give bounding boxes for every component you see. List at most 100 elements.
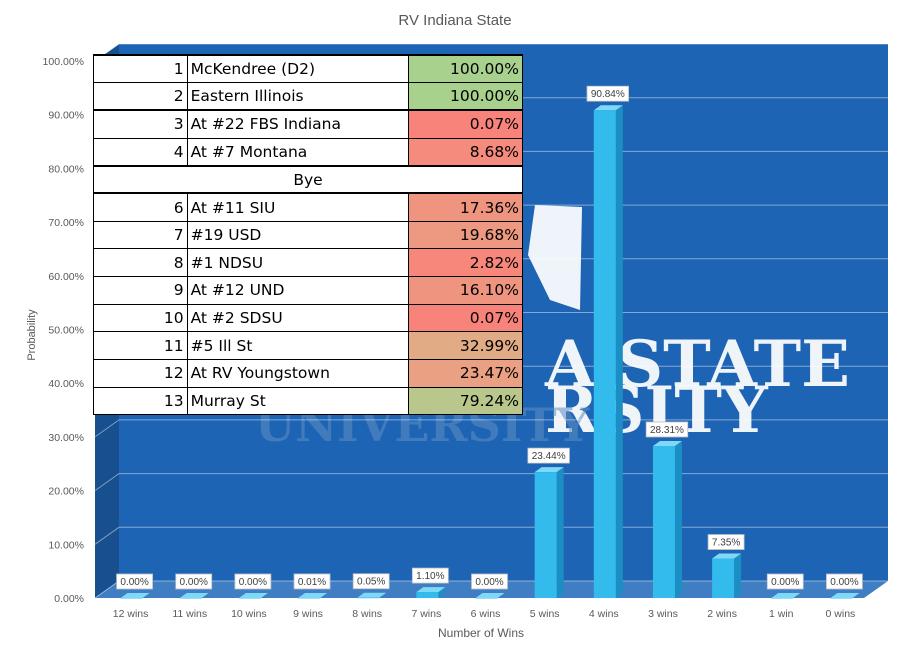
chart-title: RV Indiana State [398, 12, 511, 29]
x-tick-label: 12 wins [113, 608, 149, 620]
week-number: 3 [93, 109, 188, 139]
schedule-row: 8 #1 NDSU 2.82% [93, 248, 523, 277]
bar-side [379, 592, 387, 598]
schedule-row: 10 At #2 SDSU 0.07% [93, 303, 523, 333]
y-tick-label: 60.00% [48, 271, 84, 283]
data-label: 0.00% [830, 577, 858, 588]
week-number: 7 [93, 220, 188, 250]
bar-top [238, 593, 268, 598]
opponent-name: At RV Youngstown [186, 359, 410, 388]
schedule-row: 12 At RV Youngstown 23.47% [93, 359, 523, 388]
y-tick-label: 100.00% [43, 56, 84, 68]
bye-label: Bye [93, 164, 523, 195]
win-probability: 100.00% [408, 82, 523, 112]
data-label-box [586, 85, 630, 102]
bar-side [556, 467, 564, 598]
schedule-row: 9 At #12 UND 16.10% [93, 276, 523, 305]
opponent-name: At #7 Montana [186, 137, 410, 167]
bar [416, 592, 439, 598]
schedule-row: 6 At #11 SIU 17.36% [93, 192, 523, 222]
bar [238, 598, 261, 599]
y-tick-label: 0.00% [54, 593, 84, 605]
y-tick-label: 40.00% [48, 378, 84, 390]
data-label: 28.31% [650, 425, 684, 436]
opponent-name: Eastern Illinois [186, 82, 410, 112]
opponent-name: #19 USD [186, 220, 410, 250]
data-label-box [411, 567, 449, 584]
week-number: 2 [93, 82, 188, 112]
bar-top [652, 440, 682, 446]
schedule-bye-row: Bye [93, 164, 523, 195]
week-number: 12 [93, 359, 188, 388]
win-probability: 8.68% [408, 137, 523, 167]
y-tick-label: 80.00% [48, 163, 84, 175]
bar [593, 110, 616, 598]
week-number: 1 [93, 54, 188, 84]
bar [357, 597, 380, 599]
opponent-name: #1 NDSU [186, 248, 410, 277]
bar [652, 445, 675, 598]
win-probability: 0.07% [408, 109, 523, 139]
week-number: 13 [93, 386, 188, 416]
gridline [94, 526, 888, 545]
bar [830, 598, 853, 599]
data-label: 0.00% [239, 577, 267, 588]
data-label-box [116, 573, 153, 590]
bar [475, 598, 498, 599]
bar-top [534, 467, 564, 473]
data-label: 0.00% [475, 577, 503, 588]
data-label-box [234, 573, 272, 590]
win-probability: 16.10% [408, 276, 523, 305]
data-label: 0.00% [771, 577, 799, 588]
data-label-box [645, 421, 689, 438]
data-label: 1.10% [416, 571, 444, 582]
x-tick-label: 7 wins [411, 608, 441, 620]
data-label: 23.44% [532, 451, 566, 462]
y-axis-title: Probability [26, 309, 38, 361]
x-tick-label: 3 wins [648, 608, 678, 620]
data-label: 0.00% [120, 577, 148, 588]
data-label: 0.05% [357, 577, 385, 588]
bar-top [298, 592, 328, 598]
week-number: 9 [93, 276, 188, 305]
data-label-box [352, 573, 390, 590]
week-number: 11 [93, 331, 188, 361]
bar-top [771, 593, 801, 598]
win-probability: 19.68% [408, 220, 523, 250]
bar-top [830, 593, 860, 598]
bar-side [615, 105, 623, 598]
data-label-box [527, 447, 570, 464]
opponent-name: At #12 UND [186, 276, 410, 305]
schedule-row: 2 Eastern Illinois 100.00% [93, 82, 523, 112]
data-label: 0.00% [180, 577, 208, 588]
x-tick-label: 2 wins [707, 608, 737, 620]
bar [298, 597, 321, 599]
x-tick-label: 6 wins [471, 608, 501, 620]
schedule-row: 7 #19 USD 19.68% [93, 220, 523, 250]
data-label-box [766, 573, 804, 590]
schedule-row: 13 Murray St 79.24% [93, 386, 523, 416]
win-probability: 17.36% [408, 192, 523, 222]
y-tick-label: 30.00% [48, 432, 84, 444]
opponent-name: #5 Ill St [186, 331, 410, 361]
win-probability: 2.82% [408, 248, 523, 277]
y-tick-label: 70.00% [48, 217, 84, 229]
win-probability: 100.00% [408, 54, 523, 84]
opponent-name: At #22 FBS Indiana [186, 109, 410, 139]
schedule-row: 1 McKendree (D2) 100.00% [93, 54, 523, 84]
x-tick-label: 1 win [769, 608, 794, 620]
gridline [94, 419, 888, 438]
bar-side [674, 440, 682, 598]
x-axis-title: Number of Wins [438, 626, 524, 640]
win-probability: 32.99% [408, 331, 523, 361]
week-number: 8 [93, 248, 188, 277]
y-tick-label: 90.00% [48, 110, 84, 122]
data-label-box [471, 573, 508, 590]
bar-top [357, 592, 387, 598]
data-label: 90.84% [591, 89, 625, 100]
data-label-box [293, 573, 331, 590]
schedule-row: 4 At #7 Montana 8.68% [93, 137, 523, 167]
y-tick-label: 10.00% [48, 539, 84, 551]
bar [534, 472, 557, 598]
bar-side [438, 587, 446, 598]
